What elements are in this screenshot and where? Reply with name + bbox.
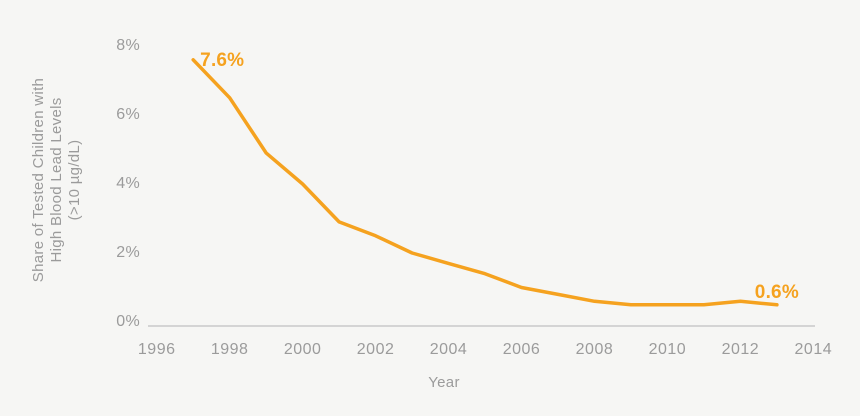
- y-axis-title-line: (>10 µg/dL): [66, 139, 83, 221]
- x-axis-title: Year: [428, 374, 460, 391]
- x-tick-label: 2002: [356, 341, 395, 358]
- x-tick-label: 1998: [210, 341, 249, 358]
- x-tick-label: 2010: [648, 341, 687, 358]
- value-annotation: 7.6%: [200, 49, 245, 71]
- x-tick-label: 2008: [575, 341, 614, 358]
- y-axis-title-line: Share of Tested Children with: [30, 77, 47, 283]
- y-tick-label: 8%: [116, 37, 140, 54]
- x-tick-label: 2004: [429, 341, 468, 358]
- y-axis-title: Share of Tested Children with High Blood…: [30, 50, 84, 310]
- y-axis-title-line: High Blood Lead Levels: [48, 97, 65, 263]
- value-annotation: 0.6%: [754, 281, 799, 303]
- x-tick-label: 2006: [502, 341, 541, 358]
- trend-line: [191, 58, 779, 307]
- y-tick-label: 4%: [116, 175, 140, 192]
- y-tick-label: 0%: [116, 313, 140, 330]
- y-tick-label: 6%: [116, 106, 140, 123]
- x-tick-label: 2012: [721, 341, 760, 358]
- x-tick-label: 2000: [283, 341, 322, 358]
- x-tick-label: 2014: [794, 341, 833, 358]
- y-tick-label: 2%: [116, 244, 140, 261]
- x-tick-label: 1996: [137, 341, 176, 358]
